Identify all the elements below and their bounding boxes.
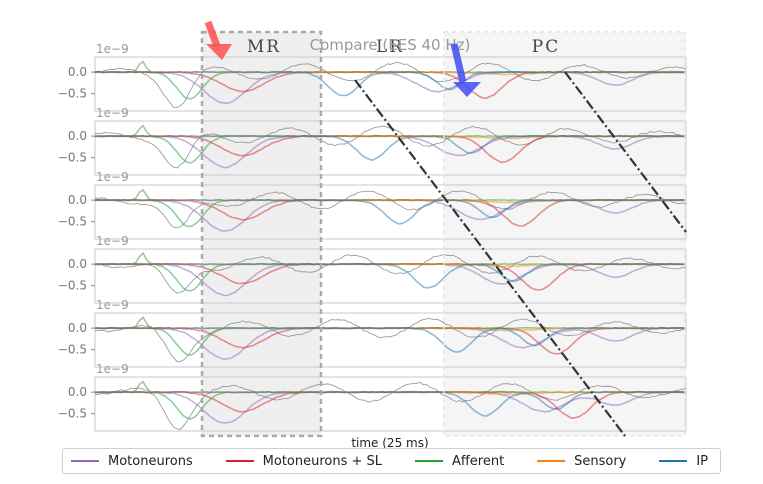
y-tick-label: −0.5 <box>58 407 87 421</box>
legend-label: IP <box>696 453 708 469</box>
subplot-panel-6: 0.0 −0.5 1e−9 <box>58 362 687 432</box>
panel-frame <box>94 376 687 432</box>
subplot-panel-4: 0.0 −0.5 1e−9 <box>58 234 687 304</box>
lr-propagation-line <box>354 79 626 437</box>
y-tick-label: 0.0 <box>68 193 87 207</box>
subplot-panel-1: 0.0 −0.5 1e−9 <box>58 42 687 112</box>
y-tick-label: −0.5 <box>58 279 87 293</box>
pc-region-shade <box>444 32 685 436</box>
series-line-ip <box>94 198 687 225</box>
arrow-shaft <box>450 43 467 83</box>
subplot-panel-3: 0.0 −0.5 1e−9 <box>58 170 687 240</box>
pc-propagation-line <box>564 71 687 233</box>
subplot-panel-5: 0.0 −0.5 1e−9 <box>58 298 687 368</box>
panel-frame <box>94 56 687 112</box>
chart-title: Compare (EES 40 Hz) <box>310 36 471 54</box>
panel-frame <box>94 248 687 304</box>
legend-swatch <box>659 460 688 462</box>
y-tick-label: 0.0 <box>68 65 87 79</box>
legend-label: Motoneurons + SL <box>262 453 383 469</box>
series-line-motoneurons <box>94 70 687 105</box>
region-label-pc: PC <box>532 37 560 57</box>
legend-item: Motoneurons <box>71 454 193 469</box>
pc-region-border <box>443 31 686 437</box>
blue-arrow-icon <box>450 43 481 97</box>
recording-trace <box>94 62 687 109</box>
y-offset-label: 1e−9 <box>96 298 129 312</box>
panel-frame <box>94 312 687 368</box>
legend-label: Afferent <box>451 453 505 469</box>
region-label-mr: MR <box>247 37 281 57</box>
y-offset-label: 1e−9 <box>96 42 129 56</box>
y-tick-label: 0.0 <box>68 129 87 143</box>
arrow-head <box>453 82 481 97</box>
y-tick-label: −0.5 <box>58 87 87 101</box>
legend-item: Afferent <box>414 453 505 469</box>
legend-swatch <box>414 460 443 462</box>
legend-label: Sensory <box>574 453 627 469</box>
y-tick-label: 0.0 <box>68 257 87 271</box>
y-tick-label: −0.5 <box>58 215 87 229</box>
x-axis-label: time (25 ms) <box>351 436 428 450</box>
recording-trace <box>94 254 687 294</box>
legend-item: Sensory <box>537 454 626 469</box>
y-tick-label: −0.5 <box>58 151 87 165</box>
y-offset-label: 1e−9 <box>96 106 129 120</box>
chart-legend: Motoneurons Motoneurons + SL Afferent Senso… <box>62 448 721 474</box>
legend-swatch <box>225 460 254 462</box>
y-tick-label: 0.0 <box>68 321 87 335</box>
y-tick-label: −0.5 <box>58 343 87 357</box>
series-line-ip <box>94 262 687 289</box>
y-offset-label: 1e−9 <box>96 234 129 248</box>
arrow-head <box>206 44 232 60</box>
legend-swatch <box>537 460 566 462</box>
series-line-ip <box>94 326 687 353</box>
panel-frame <box>94 120 687 176</box>
legend-item: Motoneurons + SL <box>225 453 383 469</box>
series-line-ip <box>94 70 687 97</box>
panel-frame <box>94 184 687 240</box>
y-offset-label: 1e−9 <box>96 362 129 376</box>
y-offset-label: 1e−9 <box>96 170 129 184</box>
series-line-ip <box>94 390 687 417</box>
legend-swatch <box>71 460 99 462</box>
region-label-lr: LR <box>376 37 404 57</box>
y-tick-label: 0.0 <box>68 385 87 399</box>
legend-item: IP <box>659 454 708 469</box>
legend-label: Motoneurons <box>108 453 193 469</box>
series-line-ip <box>94 134 687 162</box>
red-arrow-icon <box>204 20 232 60</box>
mr-region-shade <box>202 32 321 436</box>
arrow-shaft <box>204 20 221 48</box>
